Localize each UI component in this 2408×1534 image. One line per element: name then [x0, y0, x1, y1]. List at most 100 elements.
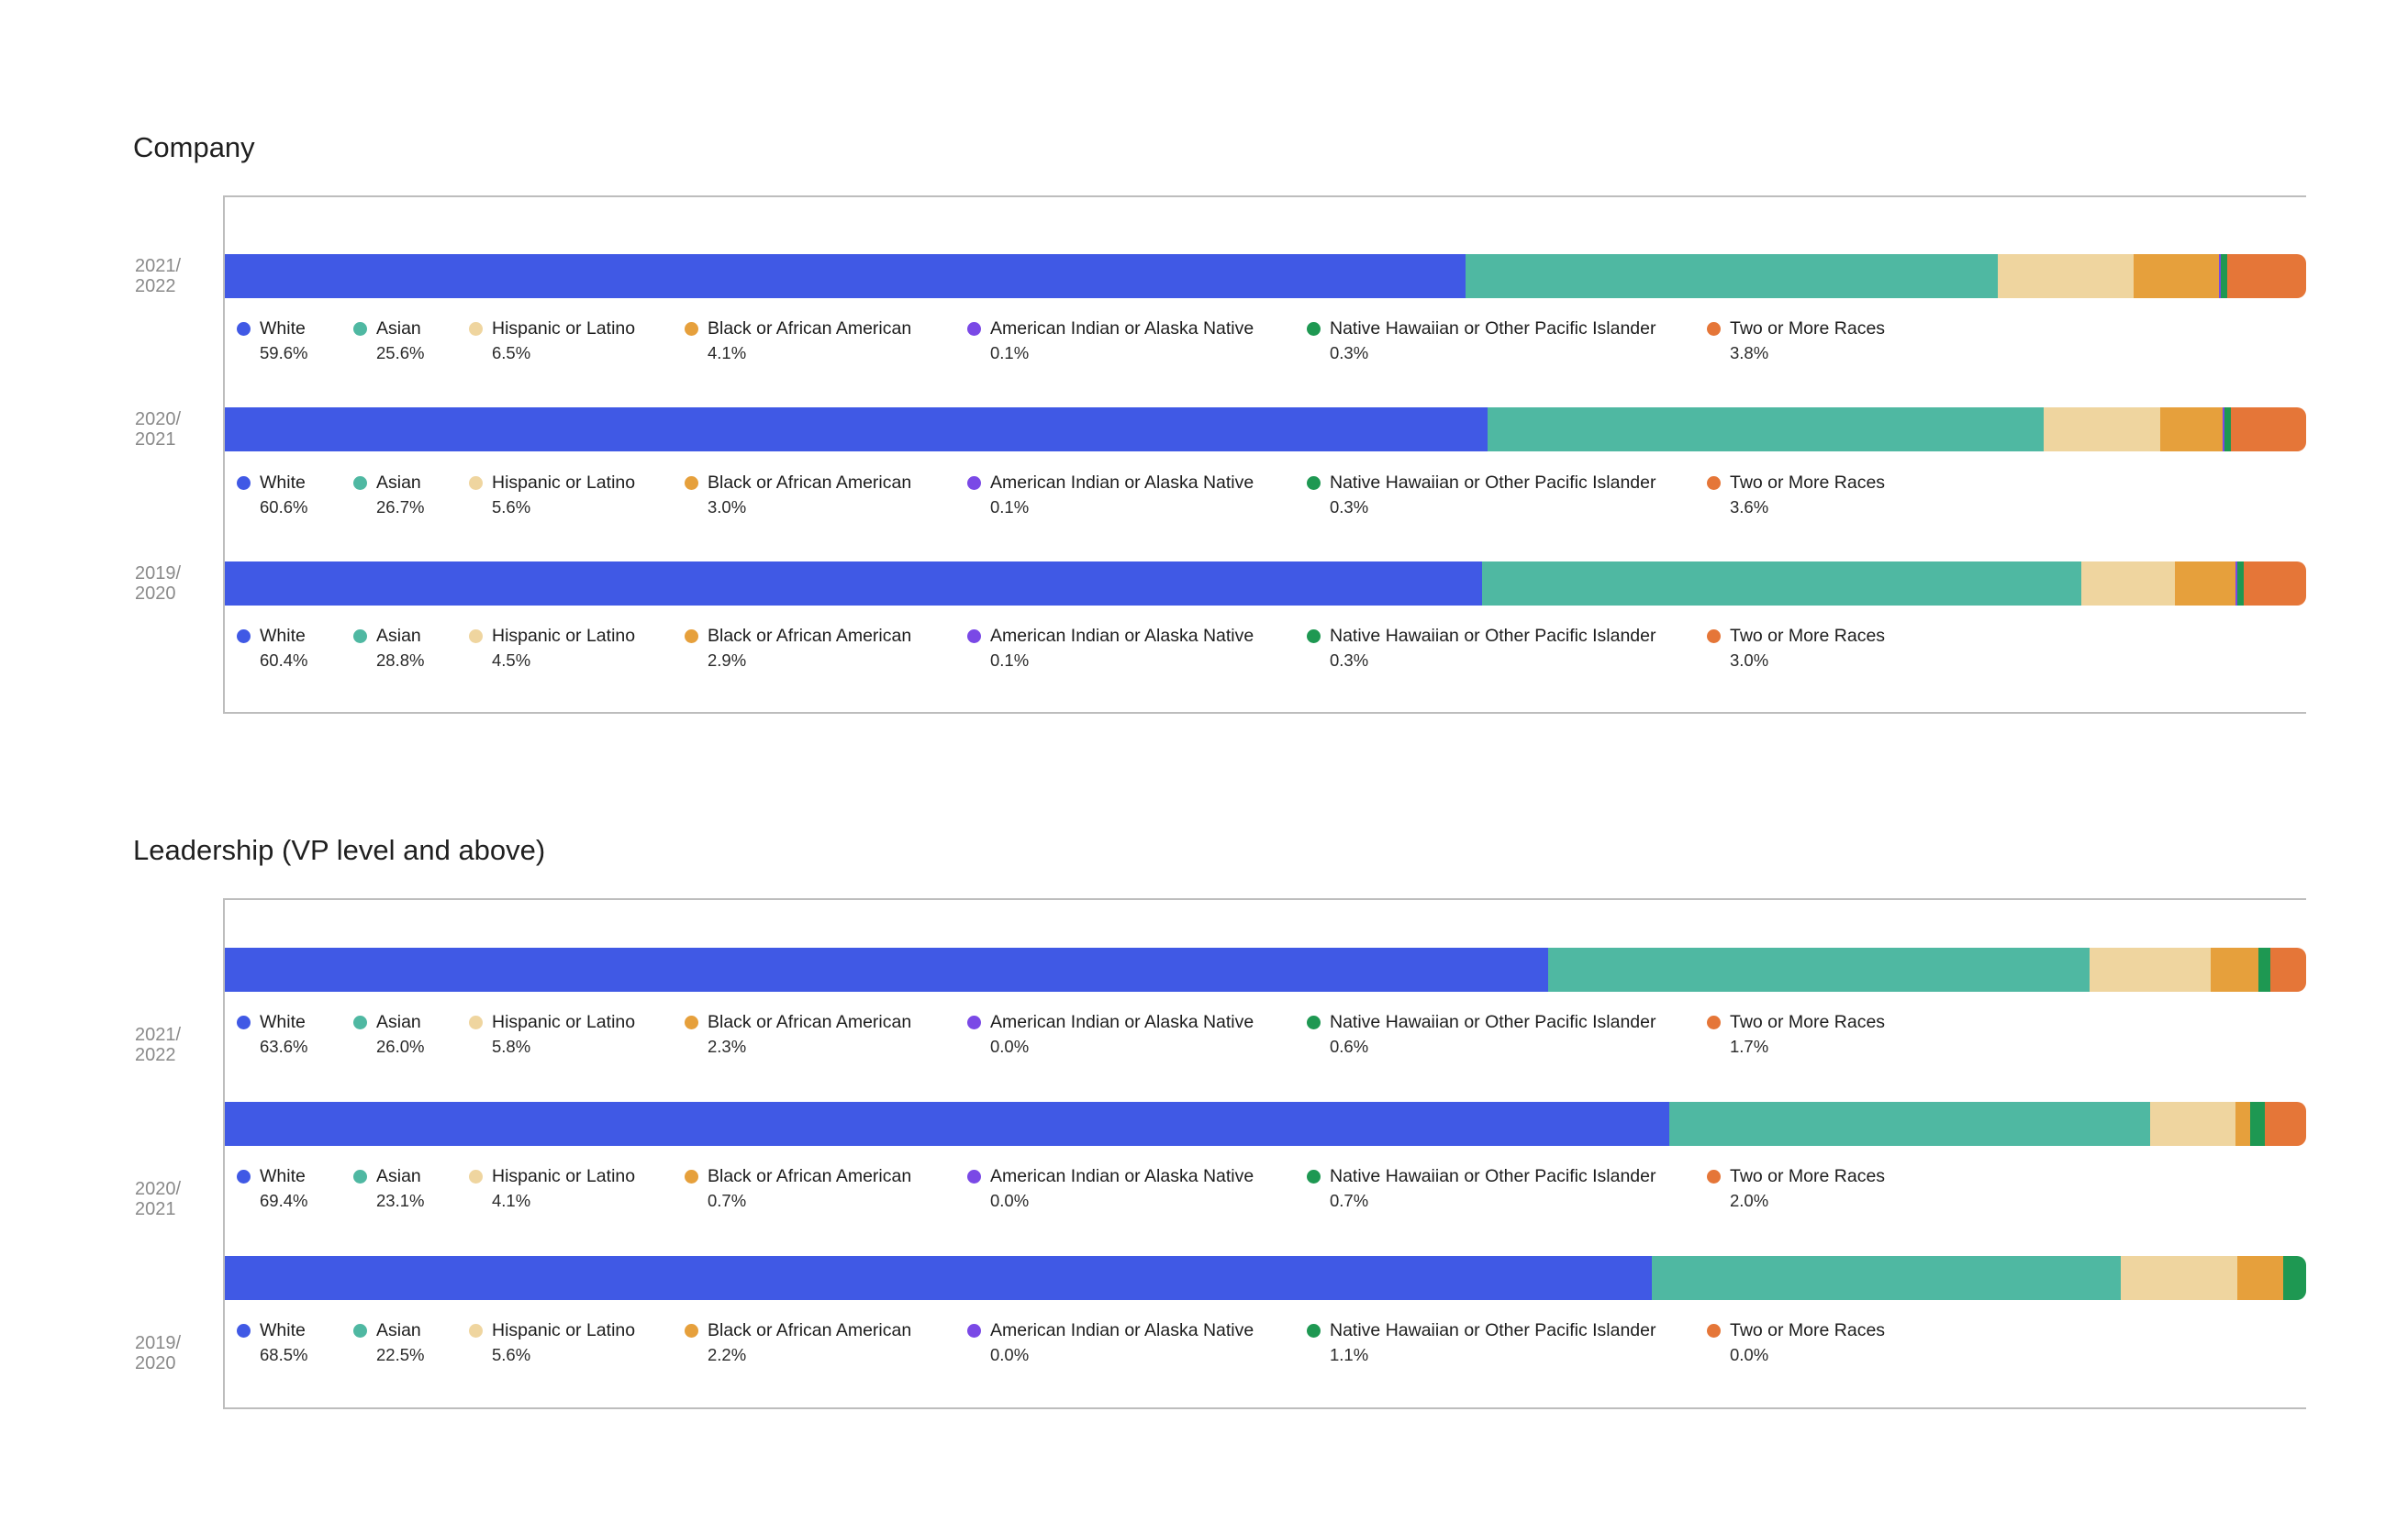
stacked-bar-2020-2021 [225, 1102, 2306, 1146]
legend-value: 0.0% [990, 1345, 1030, 1364]
bar-segment-native-hawaiian-pacific-islander [2282, 1256, 2306, 1300]
legend-value: 2.0% [1730, 1191, 1769, 1210]
bar-segment-american-indian-alaska-native [2223, 407, 2225, 451]
legend-name: Hispanic or Latino [492, 1166, 636, 1186]
legend-name: White [260, 472, 306, 493]
bar-segment-two-or-more-races [2264, 1102, 2306, 1146]
bar-segment-hispanic-latino [2081, 561, 2176, 606]
bar-segment-white [225, 407, 1488, 451]
legend-dot-icon [967, 1016, 981, 1029]
bar-segment-asian [1487, 407, 2044, 451]
legend-dot-icon [469, 1324, 483, 1338]
bar-segment-asian [1652, 1256, 2121, 1300]
bar-segment-asian [1481, 561, 2082, 606]
legend-name: Asian [376, 626, 421, 646]
legend-value: 4.1% [708, 343, 747, 362]
legend-name: Black or African American [708, 1012, 912, 1032]
legend-name: Asian [376, 1012, 421, 1032]
period-label-2020-2021: 2020/ 2021 [135, 409, 182, 450]
legend-dot-icon [967, 1170, 981, 1184]
bar-segment-hispanic-latino [2090, 948, 2211, 992]
bar-segment-black-african-american [2235, 1102, 2250, 1146]
legend-value: 60.6% [260, 497, 308, 517]
legend-dot-icon [1707, 629, 1721, 643]
legend-value: 3.0% [1730, 650, 1769, 670]
period-label-2019-2020: 2019/ 2020 [135, 1333, 182, 1373]
period-label-2021-2022: 2021/ 2022 [135, 256, 182, 296]
legend-dot-icon [1707, 322, 1721, 336]
company-section-title: Company [133, 131, 255, 163]
legend-dot-icon [1707, 1324, 1721, 1338]
legend-dot-icon [685, 476, 698, 490]
legend-dot-icon [353, 476, 367, 490]
bar-segment-hispanic-latino [2120, 1256, 2238, 1300]
bar-segment-two-or-more-races [2243, 561, 2306, 606]
legend-name: Native Hawaiian or Other Pacific Islande… [1330, 1012, 1656, 1032]
bar-segment-asian [1465, 254, 1999, 298]
legend-value: 5.6% [492, 497, 531, 517]
legend-value: 0.1% [990, 650, 1030, 670]
bar-segment-white [225, 561, 1482, 606]
legend-value: 59.6% [260, 343, 308, 362]
legend-dot-icon [1707, 476, 1721, 490]
legend-value: 28.8% [376, 650, 425, 670]
legend-value: 0.0% [1730, 1345, 1769, 1364]
legend-dot-icon [685, 1170, 698, 1184]
legend-value: 22.5% [376, 1345, 425, 1364]
legend-dot-icon [237, 476, 251, 490]
legend-value: 0.6% [1330, 1037, 1369, 1056]
legend-name: Asian [376, 472, 421, 493]
legend-name: Native Hawaiian or Other Pacific Islande… [1330, 1320, 1656, 1340]
legend-dot-icon [353, 322, 367, 336]
legend-value: 1.1% [1330, 1345, 1369, 1364]
period-label-2019-2020: 2019/ 2020 [135, 563, 182, 604]
legend-dot-icon [967, 476, 981, 490]
legend-value: 0.1% [990, 497, 1030, 517]
legend-name: American Indian or Alaska Native [990, 626, 1254, 646]
legend-dot-icon [1307, 322, 1321, 336]
legend-name: White [260, 1166, 306, 1186]
legend-dot-icon [353, 629, 367, 643]
legend-name: Black or African American [708, 318, 912, 339]
legend-name: Hispanic or Latino [492, 318, 636, 339]
legend-value: 25.6% [376, 343, 425, 362]
legend-name: American Indian or Alaska Native [990, 472, 1254, 493]
legend-value: 2.9% [708, 650, 747, 670]
legend-name: Native Hawaiian or Other Pacific Islande… [1330, 472, 1656, 493]
legend-name: Hispanic or Latino [492, 1320, 636, 1340]
legend-name: Black or African American [708, 472, 912, 493]
bar-segment-native-hawaiian-pacific-islander [2237, 561, 2244, 606]
legend-name: Hispanic or Latino [492, 626, 636, 646]
legend-name: Black or African American [708, 1166, 912, 1186]
period-label-2020-2021: 2020/ 2021 [135, 1179, 182, 1219]
legend-name: White [260, 626, 306, 646]
legend-value: 0.7% [708, 1191, 747, 1210]
legend-dot-icon [469, 629, 483, 643]
bar-segment-hispanic-latino [2149, 1102, 2235, 1146]
bar-segment-white [225, 1256, 1653, 1300]
legend-name: Asian [376, 1166, 421, 1186]
legend-dot-icon [1307, 629, 1321, 643]
legend-dot-icon [685, 629, 698, 643]
legend-dot-icon [353, 1016, 367, 1029]
legend-value: 26.7% [376, 497, 425, 517]
legend-dot-icon [469, 322, 483, 336]
legend-value: 0.1% [990, 343, 1030, 362]
legend-dot-icon [1707, 1170, 1721, 1184]
legend-value: 5.8% [492, 1037, 531, 1056]
bar-segment-american-indian-alaska-native [2235, 561, 2238, 606]
legend-value: 1.7% [1730, 1037, 1769, 1056]
legend-dot-icon [967, 629, 981, 643]
bar-segment-hispanic-latino [2043, 407, 2161, 451]
legend-dot-icon [1307, 1324, 1321, 1338]
legend-value: 60.4% [260, 650, 308, 670]
legend-value: 63.6% [260, 1037, 308, 1056]
legend-value: 2.3% [708, 1037, 747, 1056]
legend-value: 23.1% [376, 1191, 425, 1210]
legend-value: 26.0% [376, 1037, 425, 1056]
leadership-section-title: Leadership (VP level and above) [133, 834, 546, 866]
legend-name: Two or More Races [1730, 626, 1886, 646]
legend-name: American Indian or Alaska Native [990, 318, 1254, 339]
bar-segment-black-african-american [2237, 1256, 2283, 1300]
legend-name: Two or More Races [1730, 1320, 1886, 1340]
